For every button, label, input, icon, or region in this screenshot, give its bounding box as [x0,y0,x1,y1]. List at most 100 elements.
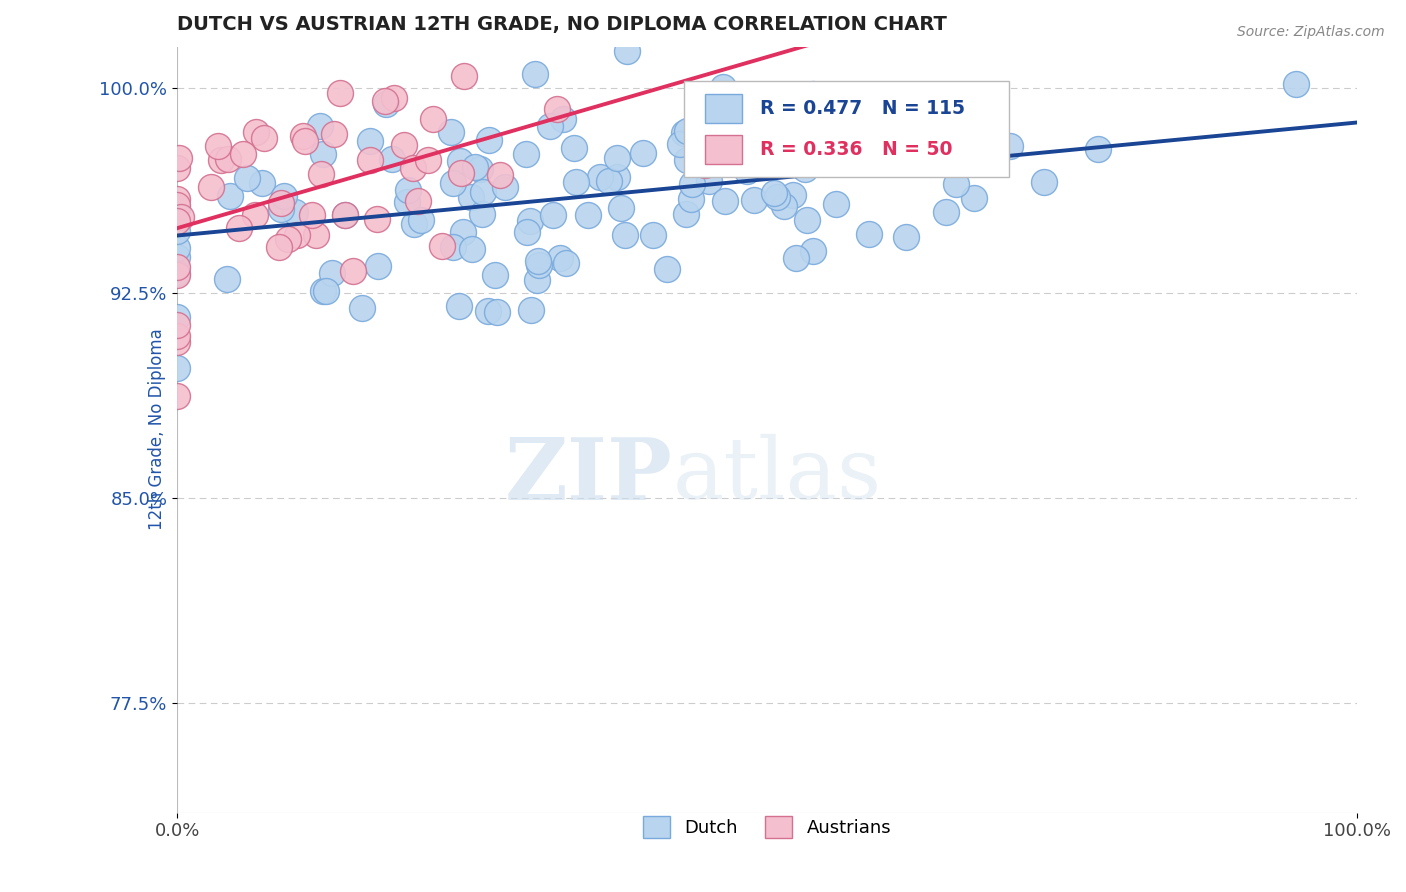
Austrians [366,212,388,227]
Dutch [472,185,495,199]
Austrians [252,130,274,145]
Dutch [166,361,188,376]
Dutch [375,96,398,111]
Dutch [657,261,679,276]
Dutch [714,194,737,208]
Austrians [166,334,188,349]
Dutch [676,153,699,168]
Dutch [711,80,734,95]
Dutch [589,169,612,184]
Austrians [245,125,267,139]
Austrians [166,214,188,228]
Austrians [166,192,188,206]
Austrians [546,102,568,116]
Austrians [228,220,250,235]
Dutch [773,199,796,213]
Austrians [453,69,475,83]
Austrians [217,152,239,166]
Austrians [301,208,323,222]
Austrians [166,161,188,175]
Dutch [449,153,471,168]
Dutch [451,225,474,239]
Dutch [350,301,373,315]
Text: atlas: atlas [672,434,882,517]
Dutch [920,146,942,161]
Dutch [676,124,699,138]
Dutch [477,303,499,318]
Austrians [277,232,299,246]
Austrians [167,151,190,165]
Dutch [166,225,188,239]
Austrians [309,167,332,181]
Dutch [359,134,381,148]
Dutch [858,227,880,241]
Dutch [404,217,426,231]
Dutch [284,204,307,219]
Dutch [880,127,903,141]
Dutch [735,163,758,178]
Austrians [294,134,316,148]
Austrians [170,211,193,225]
Dutch [395,194,418,209]
Dutch [1285,77,1308,91]
Dutch [742,193,765,207]
Dutch [1032,176,1054,190]
Austrians [359,153,381,168]
Austrians [166,268,188,283]
Dutch [543,208,565,222]
Austrians [693,158,716,172]
Austrians [209,153,232,167]
Dutch [312,147,335,161]
Dutch [734,144,756,158]
Dutch [166,266,188,280]
Austrians [166,329,188,343]
Dutch [335,208,357,222]
Dutch [315,284,337,298]
Dutch [565,175,588,189]
Austrians [396,0,419,6]
Dutch [519,303,541,318]
Dutch [553,112,575,126]
Dutch [166,201,188,215]
Dutch [830,150,852,164]
Dutch [983,147,1005,161]
Austrians [323,127,346,141]
Dutch [818,126,841,140]
Dutch [515,147,537,161]
Dutch [166,250,188,264]
Dutch [529,258,551,272]
Text: R = 0.477   N = 115: R = 0.477 N = 115 [761,99,965,119]
Dutch [270,202,292,216]
Legend: Dutch, Austrians: Dutch, Austrians [636,809,898,846]
Dutch [250,176,273,190]
Dutch [673,127,696,141]
Austrians [392,138,415,153]
Austrians [382,91,405,105]
Austrians [270,196,292,211]
Dutch [824,197,846,211]
Dutch [516,225,538,239]
Austrians [267,240,290,254]
Dutch [441,177,464,191]
Dutch [869,143,891,157]
Dutch [605,170,627,185]
Austrians [207,139,229,153]
Dutch [616,45,638,59]
Dutch [598,174,620,188]
Dutch [631,146,654,161]
Dutch [762,186,785,200]
Dutch [846,139,869,153]
Austrians [418,153,440,168]
Dutch [396,183,419,197]
Dutch [321,267,343,281]
Dutch [219,189,242,203]
Dutch [610,201,633,215]
Dutch [449,299,471,313]
Bar [704,95,742,123]
Dutch [440,125,463,139]
Dutch [312,284,335,298]
Dutch [538,120,561,134]
Austrians [333,208,356,222]
Dutch [441,240,464,254]
Dutch [675,207,697,221]
